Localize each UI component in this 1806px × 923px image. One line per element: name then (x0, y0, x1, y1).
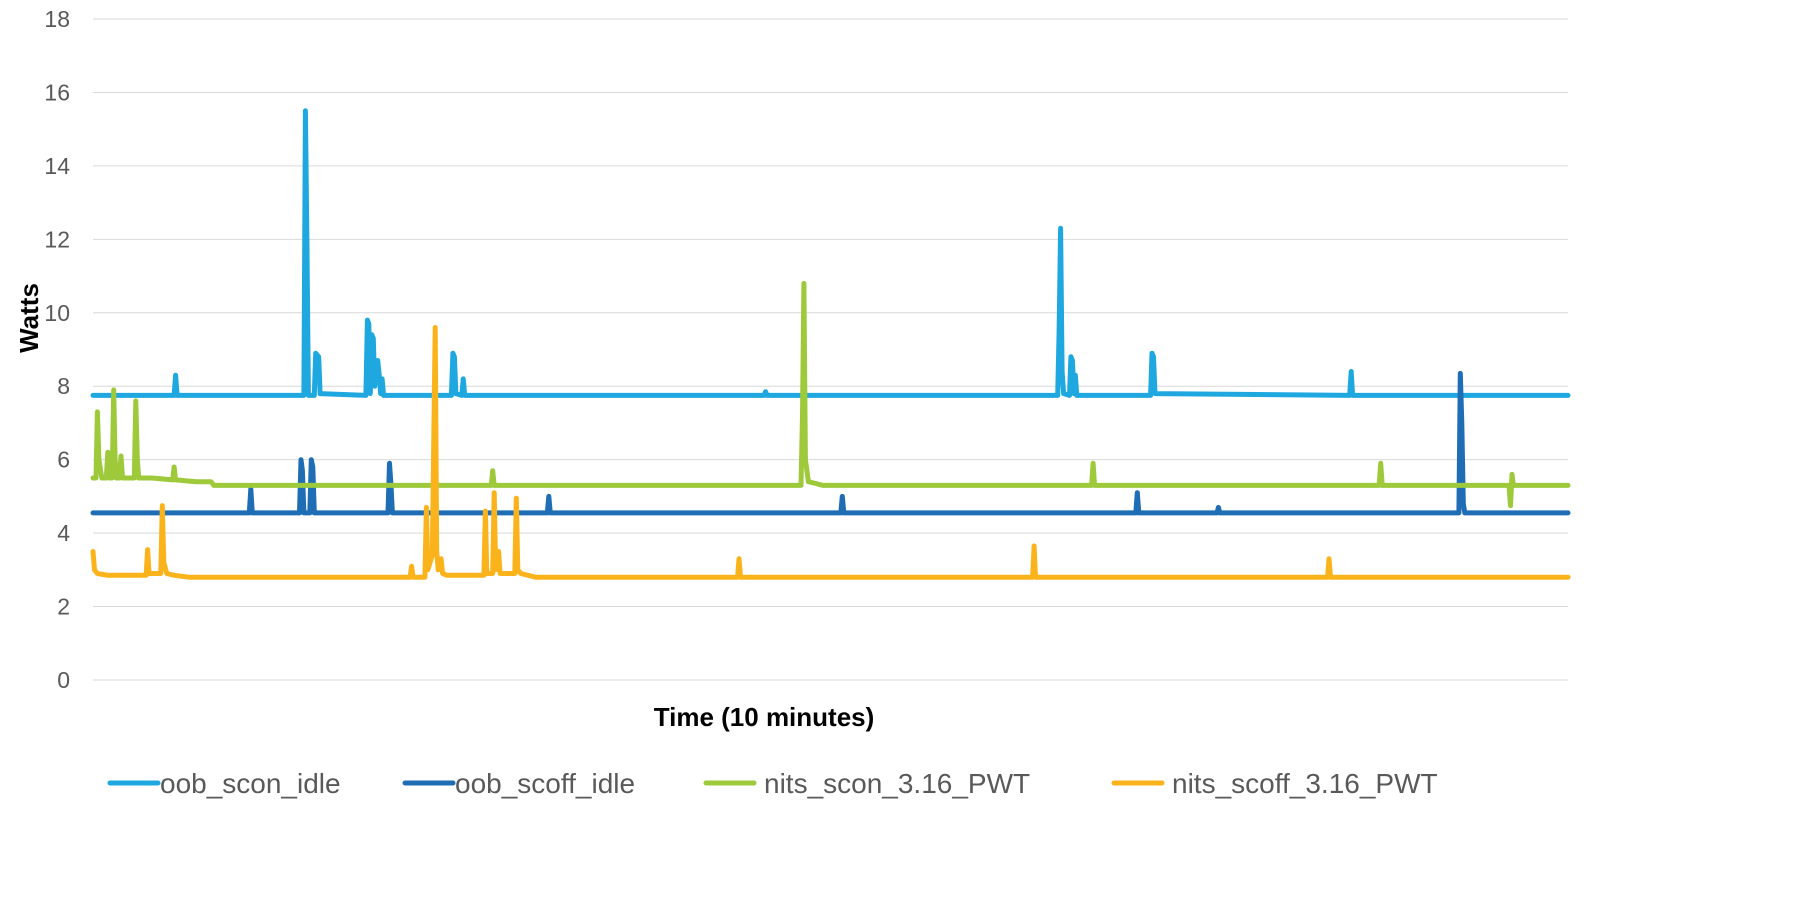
y-tick-label: 18 (44, 6, 70, 32)
y-tick-label: 8 (57, 373, 70, 399)
y-tick-label: 0 (57, 667, 70, 693)
y-tick-label: 4 (57, 520, 70, 546)
y-axis-title: Watts (14, 283, 44, 353)
legend-label-oob_scoff_idle: oob_scoff_idle (455, 768, 635, 799)
y-tick-label: 16 (44, 79, 70, 105)
series-layer (90, 108, 1571, 580)
gridlines (93, 18, 1568, 681)
y-tick-label: 14 (44, 153, 70, 179)
series-line-nits_scoff_3.16_PWT (90, 325, 1571, 580)
series-line-oob_scon_idle (90, 108, 1571, 398)
legend-label-nits_scoff_3.16_PWT: nits_scoff_3.16_PWT (1172, 768, 1438, 799)
legend-label-nits_scon_3.16_PWT: nits_scon_3.16_PWT (764, 768, 1030, 799)
y-tick-label: 6 (57, 447, 70, 473)
y-axis-ticks: 0 2 4 6 8 10 12 14 16 18 (44, 6, 70, 693)
series-line-oob_scoff_idle (90, 370, 1571, 516)
legend-label-oob_scon_idle: oob_scon_idle (160, 768, 341, 799)
series-line-nits_scon_3.16_PWT (90, 280, 1571, 509)
y-tick-label: 10 (44, 300, 70, 326)
y-tick-label: 12 (44, 226, 70, 252)
x-axis-title: Time (10 minutes) (654, 702, 875, 732)
y-tick-label: 2 (57, 594, 70, 620)
legend: oob_scon_idle oob_scoff_idle nits_scon_3.1… (107, 768, 1438, 799)
